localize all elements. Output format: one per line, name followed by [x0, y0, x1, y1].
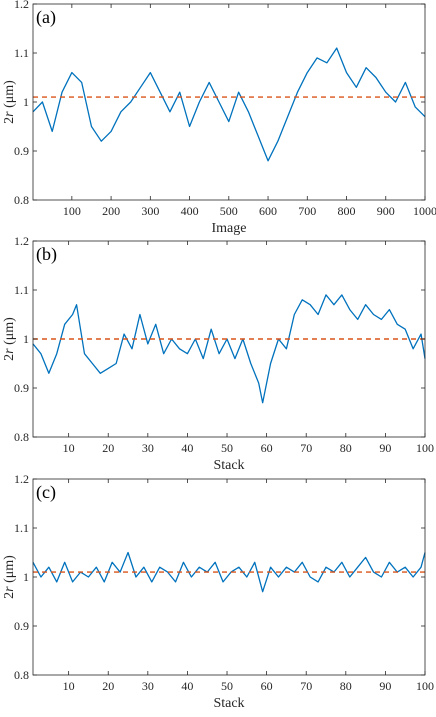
y-axis-label-unit: (μm) — [2, 80, 17, 112]
plot-area — [33, 4, 425, 200]
y-tick-label: 1.1 — [14, 521, 29, 535]
y-tick-label: 1.1 — [14, 46, 29, 60]
y-axis-label-symbol: r — [2, 111, 17, 117]
x-tick-label: 80 — [340, 679, 352, 693]
x-tick-label: 80 — [340, 441, 352, 455]
y-axis-label: 2r (μm) — [2, 80, 17, 124]
y-axis-label-prefix: 2 — [2, 354, 17, 361]
plot-area — [33, 479, 425, 675]
y-axis-label-prefix: 2 — [2, 592, 17, 599]
panel-0: 100 200 300 400 500 600 700 800 900 1000 0.8 0.9 1 1.… — [2, 0, 436, 236]
y-axis-label-unit: (μm) — [2, 555, 17, 587]
x-tick-label: 500 — [220, 204, 238, 218]
y-tick-label: 1.2 — [14, 0, 29, 11]
y-axis-label-symbol: r — [2, 348, 17, 354]
x-tick-label: 10 — [63, 679, 75, 693]
x-tick-label: 90 — [379, 679, 391, 693]
panel-2: 10 20 30 40 50 60 70 80 90 100 0.8 0.9 1 1.1 1.2 Stack 2… — [2, 472, 434, 711]
y-tick-label: 0.8 — [14, 430, 29, 444]
x-axis-label: Stack — [213, 696, 244, 711]
x-tick-label: 30 — [142, 679, 154, 693]
y-tick-label: 0.9 — [14, 381, 29, 395]
y-tick-label: 1 — [23, 95, 29, 109]
x-tick-label: 10 — [63, 441, 75, 455]
x-tick-label: 70 — [300, 441, 312, 455]
y-axis-label-symbol: r — [2, 586, 17, 592]
x-tick-label: 200 — [102, 204, 120, 218]
x-tick-label: 100 — [63, 204, 81, 218]
x-tick-label: 50 — [221, 679, 233, 693]
y-tick-label: 0.9 — [14, 144, 29, 158]
x-tick-label: 900 — [377, 204, 395, 218]
y-axis-label: 2r (μm) — [2, 555, 17, 599]
x-axis-label: Stack — [213, 458, 244, 473]
x-tick-label: 40 — [181, 441, 193, 455]
panel-label: (a) — [36, 7, 56, 28]
x-tick-label: 50 — [221, 441, 233, 455]
x-tick-label: 300 — [141, 204, 159, 218]
x-tick-label: 20 — [102, 441, 114, 455]
y-tick-label: 1 — [23, 332, 29, 346]
x-tick-label: 70 — [300, 679, 312, 693]
y-tick-label: 1.2 — [14, 472, 29, 486]
x-tick-label: 100 — [416, 679, 434, 693]
y-tick-label: 1.2 — [14, 234, 29, 248]
x-axis-label: Image — [212, 221, 247, 236]
data-line — [32, 47, 426, 162]
x-tick-label: 100 — [416, 441, 434, 455]
y-axis-label-unit: (μm) — [2, 317, 17, 349]
y-axis-label: 2r (μm) — [2, 317, 17, 361]
y-tick-label: 1 — [23, 570, 29, 584]
x-tick-label: 60 — [261, 441, 273, 455]
y-tick-label: 0.8 — [14, 668, 29, 682]
x-tick-label: 30 — [142, 441, 154, 455]
x-tick-label: 600 — [259, 204, 277, 218]
x-tick-label: 400 — [181, 204, 199, 218]
x-tick-label: 800 — [338, 204, 356, 218]
y-tick-label: 0.8 — [14, 193, 29, 207]
panel-label: (b) — [36, 244, 57, 265]
x-tick-label: 1000 — [413, 204, 436, 218]
x-tick-label: 20 — [102, 679, 114, 693]
x-tick-label: 90 — [379, 441, 391, 455]
panel-label: (c) — [36, 482, 56, 503]
panel-1: 10 20 30 40 50 60 70 80 90 100 0.8 0.9 1 1.1 1.2 Stack 2… — [2, 234, 434, 473]
y-axis-label-prefix: 2 — [2, 117, 17, 124]
x-tick-label: 60 — [261, 679, 273, 693]
y-tick-label: 1.1 — [14, 283, 29, 297]
x-tick-label: 40 — [181, 679, 193, 693]
x-tick-label: 700 — [298, 204, 316, 218]
data-line — [32, 294, 426, 404]
y-tick-label: 0.9 — [14, 619, 29, 633]
